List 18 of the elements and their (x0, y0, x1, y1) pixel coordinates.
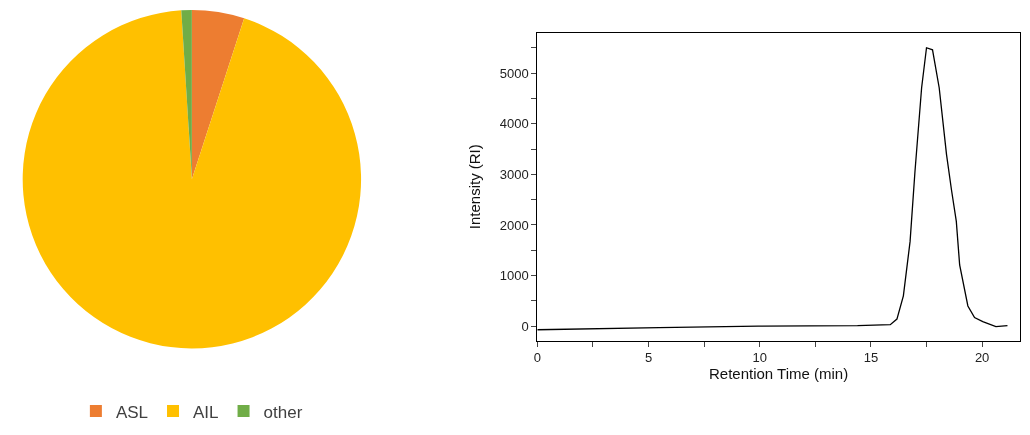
y-tick-label: 0 (521, 318, 529, 334)
y-tick-label: 4000 (499, 116, 529, 132)
x-tick-label: 20 (974, 350, 990, 366)
x-axis-title: Retention Time (min) (709, 365, 849, 383)
x-tick-label: 5 (644, 350, 653, 366)
x-tick-label: 10 (752, 350, 767, 366)
y-tick-label: 1000 (499, 268, 529, 284)
x-tick-label: 15 (863, 350, 879, 366)
y-tick-label: 2000 (499, 217, 529, 233)
legend-label: ASL (115, 402, 149, 422)
y-tick-label: 5000 (499, 65, 529, 81)
legend-label: AIL (193, 402, 219, 422)
y-tick-label: 3000 (499, 166, 529, 182)
pie-slice (191, 10, 245, 180)
pie-slice (22, 10, 362, 349)
legend-label: other (263, 402, 303, 422)
y-axis-title: Intensity (RI) (466, 144, 484, 230)
x-tick-label: 0 (533, 350, 541, 366)
